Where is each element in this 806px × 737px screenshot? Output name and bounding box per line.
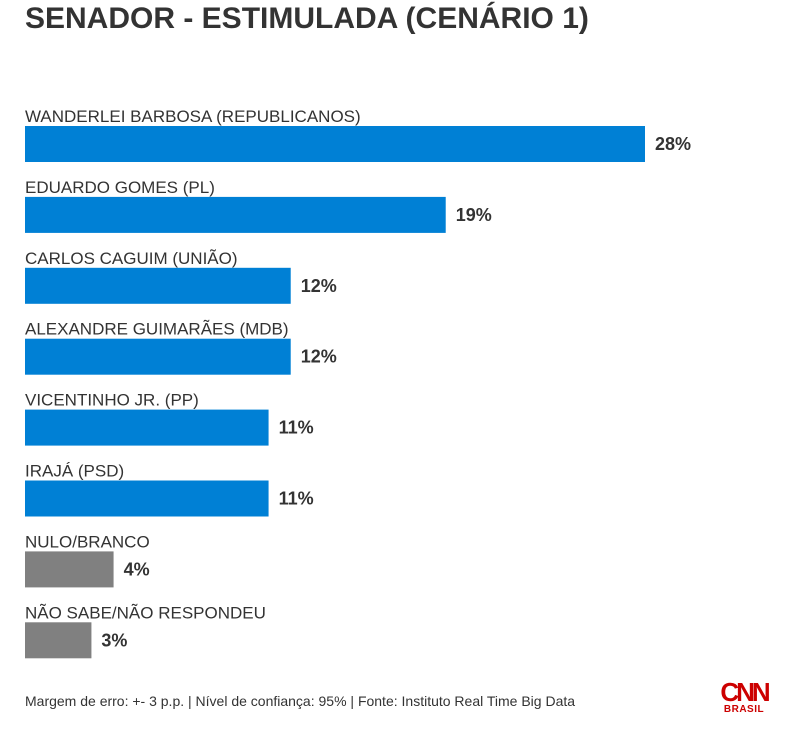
category-label: IRAJÁ (PSD)	[25, 462, 124, 481]
value-label: 3%	[101, 630, 127, 650]
bar	[25, 338, 291, 375]
value-label: 12%	[301, 347, 337, 367]
bar	[25, 551, 114, 588]
footer-note: Margem de erro: +- 3 p.p. | Nível de con…	[25, 693, 576, 709]
category-label: NULO/BRANCO	[25, 532, 150, 551]
logo-cnn-text: CNN	[720, 677, 770, 707]
value-label: 11%	[279, 418, 314, 438]
category-label: CARLOS CAGUIM (UNIÃO)	[25, 249, 238, 268]
bar-group: NULO/BRANCO 4%	[25, 532, 150, 588]
bar	[25, 267, 291, 304]
category-label: WANDERLEI BARBOSA (REPUBLICANOS)	[25, 107, 361, 126]
bar	[25, 622, 92, 659]
bar-group: IRAJÁ (PSD) 11%	[25, 462, 314, 517]
value-label: 4%	[124, 559, 150, 579]
bar-group: NÃO SABE/NÃO RESPONDEU 3%	[25, 603, 266, 659]
value-label: 11%	[279, 489, 314, 509]
category-label: NÃO SABE/NÃO RESPONDEU	[25, 603, 266, 622]
bar	[25, 480, 269, 517]
bar-group: WANDERLEI BARBOSA (REPUBLICANOS) 28%	[25, 107, 691, 162]
value-label: 12%	[301, 276, 337, 296]
category-label: VICENTINHO JR. (PP)	[25, 391, 199, 410]
chart-title: SENADOR - ESTIMULADA (CENÁRIO 1)	[25, 2, 589, 35]
bar	[25, 409, 269, 446]
bar	[25, 126, 645, 162]
value-label: 19%	[456, 205, 492, 225]
bar-group: EDUARDO GOMES (PL) 19%	[25, 178, 492, 233]
value-label: 28%	[655, 134, 691, 154]
bar-group: VICENTINHO JR. (PP) 11%	[25, 391, 314, 446]
bar-group: ALEXANDRE GUIMARÃES (MDB) 12%	[25, 320, 337, 375]
logo-brasil-text: BRASIL	[723, 704, 765, 715]
category-label: EDUARDO GOMES (PL)	[25, 178, 215, 197]
bar-group: CARLOS CAGUIM (UNIÃO) 12%	[25, 249, 337, 304]
bar	[25, 196, 446, 233]
cnn-brasil-logo: CNN BRASIL	[718, 677, 770, 718]
category-label: ALEXANDRE GUIMARÃES (MDB)	[25, 320, 289, 339]
